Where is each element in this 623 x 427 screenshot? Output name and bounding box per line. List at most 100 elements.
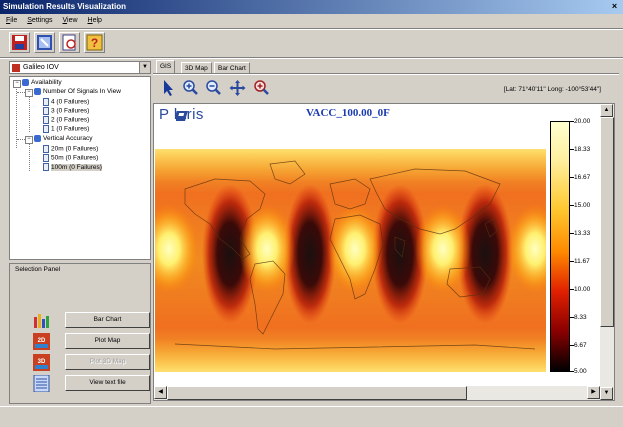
print-preview-button[interactable]	[59, 32, 80, 53]
zoom-window-icon	[37, 35, 52, 50]
colorbar	[550, 121, 570, 372]
plot-2d-icon: 2D	[33, 333, 50, 350]
tree-node-vertical-accuracy[interactable]: Vertical Accuracy	[34, 135, 93, 143]
full-extent-icon[interactable]	[253, 79, 270, 97]
colorbar-label: 6.67	[574, 342, 587, 349]
horizontal-scroll-thumb[interactable]	[167, 386, 467, 400]
pointer-icon[interactable]	[160, 79, 177, 97]
document-icon	[43, 163, 49, 171]
colorbar-tick	[570, 371, 574, 372]
status-bar	[0, 406, 623, 427]
tree-node-signals[interactable]: Number Of Signals In View	[34, 88, 121, 96]
logo-mark-icon	[176, 111, 188, 121]
menu-file[interactable]: File	[6, 17, 18, 24]
document-icon	[43, 154, 49, 162]
constellation-select[interactable]: Galileo IOV ▼	[9, 61, 151, 74]
svg-text:2D: 2D	[38, 338, 46, 344]
satellite-icon	[34, 135, 41, 142]
selection-panel: Selection Panel Bar Chart 2D Plot Map 3D…	[9, 263, 151, 404]
plot-3d-map-button[interactable]: Plot 3D Map	[65, 354, 150, 370]
document-icon	[43, 145, 49, 153]
zoom-in-icon[interactable]	[182, 79, 199, 97]
plot-map-label: Plot Map	[94, 337, 121, 344]
vertical-scrollbar[interactable]: ▲ ▼	[600, 104, 614, 400]
coordinate-readout: [Lat: 71°40'11" Long: -100°53'44"]	[503, 86, 601, 93]
view-text-file-label: View text file	[89, 379, 126, 386]
vertical-scroll-thumb[interactable]	[600, 117, 614, 327]
satellite-icon	[34, 88, 41, 95]
menu-view[interactable]: View	[62, 17, 78, 24]
plot-map-button[interactable]: Plot Map	[65, 333, 150, 349]
tree-line	[17, 92, 25, 93]
scroll-down-icon[interactable]: ▼	[600, 387, 613, 400]
colorbar-label: 18.33	[574, 146, 591, 153]
menu-help[interactable]: Help	[87, 17, 102, 24]
colorbar-tick	[570, 345, 574, 346]
map-panel: P laris VACC_100.00_0F	[153, 103, 615, 401]
document-icon	[43, 98, 49, 106]
scroll-right-icon[interactable]: ▶	[587, 386, 600, 399]
tab-bar-chart[interactable]: Bar Chart	[214, 62, 250, 74]
results-tree: − Availability − Number Of Signals In Vi…	[9, 76, 151, 260]
zoom-window-button[interactable]	[34, 32, 55, 53]
tree-line	[29, 143, 30, 171]
tree-line	[17, 139, 25, 140]
constellation-icon	[12, 64, 20, 72]
constellation-value: Galileo IOV	[23, 64, 59, 71]
document-icon	[43, 116, 49, 124]
tab-gis[interactable]: GIS	[156, 60, 176, 74]
svg-text:?: ?	[91, 36, 98, 50]
colorbar-tick	[570, 233, 574, 234]
print-preview-icon	[62, 34, 76, 51]
map-title: VACC_100.00_0F	[306, 107, 390, 119]
horizontal-scrollbar[interactable]: ◀ ▶	[154, 386, 600, 400]
chevron-down-icon[interactable]: ▼	[139, 62, 150, 73]
tree-item[interactable]: 20m (0 Failures)	[43, 145, 98, 154]
plot-3d-icon: 3D	[33, 354, 50, 371]
scroll-left-icon[interactable]: ◀	[154, 386, 167, 399]
colorbar-tick	[570, 261, 574, 262]
text-file-icon	[33, 375, 50, 392]
tree-node-availability[interactable]: Availability	[22, 79, 62, 87]
help-button[interactable]: ?	[84, 32, 105, 53]
bar-chart-icon	[34, 314, 49, 328]
tree-line	[29, 96, 30, 132]
scroll-up-icon[interactable]: ▲	[600, 104, 613, 117]
colorbar-tick	[570, 205, 574, 206]
document-icon	[43, 125, 49, 133]
view-text-file-button[interactable]: View text file	[65, 375, 150, 391]
save-icon	[12, 35, 27, 50]
colorbar-label: 11.67	[574, 258, 590, 265]
world-heatmap[interactable]	[155, 149, 546, 372]
save-button[interactable]	[9, 32, 30, 53]
tab-separator	[153, 73, 619, 75]
tree-item[interactable]: 4 (0 Failures)	[43, 98, 89, 107]
title-bar: Simulation Results Visualization	[0, 0, 623, 14]
selection-panel-title: Selection Panel	[15, 266, 61, 273]
colorbar-tick	[570, 177, 574, 178]
window-title: Simulation Results Visualization	[3, 2, 126, 11]
pan-icon[interactable]	[229, 79, 246, 97]
svg-text:3D: 3D	[38, 359, 46, 365]
tree-item[interactable]: 50m (0 Failures)	[43, 154, 98, 163]
zoom-out-icon[interactable]	[205, 79, 222, 97]
collapse-icon[interactable]: −	[13, 80, 21, 88]
colorbar-tick	[570, 289, 574, 290]
tree-item[interactable]: 2 (0 Failures)	[43, 116, 89, 125]
colorbar-label: 15.00	[574, 202, 591, 209]
colorbar-label: 10.00	[574, 286, 591, 293]
tree-item[interactable]: 1 (0 Failures)	[43, 125, 89, 134]
tab-3d-map[interactable]: 3D Map	[181, 62, 212, 74]
toolbar-separator	[0, 57, 623, 59]
bar-chart-button[interactable]: Bar Chart	[65, 312, 150, 328]
colorbar-label: 5.00	[574, 368, 587, 375]
tree-item[interactable]: 3 (0 Failures)	[43, 107, 89, 116]
tree-line	[16, 87, 17, 148]
close-button[interactable]: ×	[611, 1, 618, 11]
tree-item-selected[interactable]: 100m (0 Failures)	[43, 163, 102, 172]
menu-settings[interactable]: Settings	[27, 17, 53, 24]
colorbar-label: 20.00	[574, 118, 591, 125]
document-icon	[43, 107, 49, 115]
satellite-icon	[22, 79, 29, 86]
menu-separator	[0, 28, 623, 30]
